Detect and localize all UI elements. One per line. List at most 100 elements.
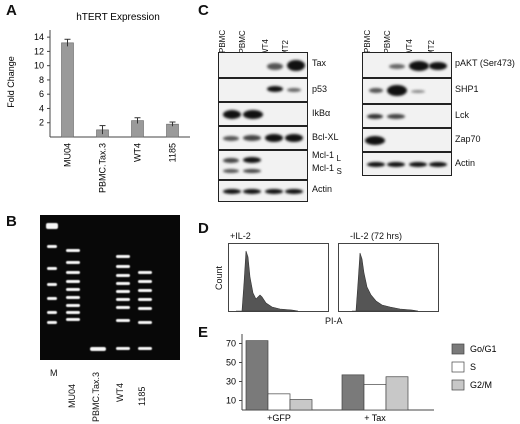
x-tick-label: MU04 [63, 143, 73, 167]
gel-band [138, 298, 152, 301]
blot-band [243, 189, 261, 194]
x-tick-label: + Tax [364, 413, 386, 423]
blot-label: Zap70 [455, 134, 481, 144]
blot-band [389, 64, 405, 69]
blot-row-actin [218, 180, 308, 202]
gel-band [47, 245, 57, 248]
blot-band [243, 135, 261, 141]
gel-band [66, 296, 80, 299]
blot-row-bclxl [218, 126, 308, 150]
gel-lane-label: M [50, 368, 58, 378]
histogram-title-left: +IL-2 [230, 231, 251, 241]
y-tick-label: 6 [39, 89, 44, 99]
blot-label: Bcl-XL [312, 132, 339, 142]
blot-label: Mcl-1 [312, 163, 334, 173]
blot-row-lck [362, 104, 452, 128]
blot-label: Mcl-1 [312, 150, 334, 160]
gel-band [47, 321, 57, 324]
y-tick-label: 4 [39, 103, 44, 113]
gel-band [66, 288, 80, 291]
blot-label: pAKT (Ser473) [455, 58, 515, 68]
legend-swatch [451, 361, 465, 373]
gel-band [116, 274, 130, 277]
blot-band [369, 88, 383, 93]
blot-band [243, 157, 261, 163]
bar [267, 393, 291, 411]
blot-label: Actin [455, 158, 476, 168]
blot-band [287, 88, 301, 92]
blot-band [285, 189, 303, 194]
blot-row-mcl1 [218, 150, 308, 180]
legend-label: S [470, 362, 476, 372]
y-tick-label: 50 [226, 358, 236, 368]
x-tick-label: PBMC.Tax.3 [98, 143, 108, 193]
y-axis-label: Fold Change [6, 56, 16, 108]
gel-band [116, 298, 130, 301]
bar [61, 42, 74, 138]
blot-band [387, 162, 405, 167]
blot-row-tax [218, 52, 308, 78]
blot-band [265, 134, 283, 142]
y-tick-label: 14 [34, 32, 44, 42]
y-tick-label: 2 [39, 118, 44, 128]
gel-band [90, 347, 106, 351]
y-tick-label: 70 [226, 339, 236, 349]
histogram-area [352, 252, 419, 312]
gel-band [47, 311, 57, 314]
gel-band [66, 249, 80, 252]
gel-band [116, 290, 130, 293]
y-tick-label: 8 [39, 75, 44, 85]
blot-band [409, 162, 427, 167]
bar [245, 340, 269, 411]
histogram-title-right: -IL-2 (72 hrs) [350, 231, 403, 241]
histogram-y-label: Count [214, 265, 224, 290]
blot-band [367, 114, 383, 119]
blot-label-sub: S [336, 166, 342, 176]
x-tick-label: 1185 [168, 143, 178, 162]
panel-letter-d: D [198, 220, 209, 237]
panel-letter-b: B [6, 213, 17, 230]
gel-lane-label: WT4 [115, 383, 125, 402]
histogram-area [236, 250, 299, 312]
gel-band [116, 265, 130, 268]
blot-row-actin-right [362, 152, 452, 176]
gel-band [138, 347, 152, 350]
blot-label-mcl1-l: Mcl-1 L [312, 150, 341, 163]
panel-e-chart: 10 30 50 70 +GFP + Tax Go/G1 S G2/M [226, 334, 497, 423]
y-tick-label: 10 [34, 61, 44, 71]
blot-band [429, 62, 447, 70]
gel-band [47, 283, 57, 286]
blot-band [223, 189, 241, 194]
panel-letter-a: A [6, 2, 17, 19]
blot-band [265, 189, 283, 194]
blot-band [223, 169, 239, 173]
legend-label: G2/M [470, 380, 492, 390]
blot-band [267, 63, 283, 70]
gel-lane-label: PBMC.Tax.3 [91, 371, 101, 422]
gel-band [66, 318, 80, 321]
blot-label: SHP1 [455, 84, 479, 94]
legend-swatch [451, 343, 465, 355]
blot-label: IkBα [312, 108, 331, 118]
gel-image [40, 215, 180, 360]
gel-band [138, 280, 152, 283]
x-tick-label: +GFP [267, 413, 291, 423]
blot-band [409, 61, 429, 71]
histogram-x-label: PI-A [325, 316, 343, 326]
blot-band [287, 60, 305, 71]
blot-label: Tax [312, 58, 327, 68]
gel-band [116, 306, 130, 309]
gel-band [66, 261, 80, 264]
bar [385, 376, 409, 411]
blot-label-sub: L [336, 153, 341, 163]
panel-letter-e: E [198, 324, 209, 341]
y-tick-label: 12 [34, 46, 44, 56]
blot-label: Lck [455, 110, 470, 120]
gel-lane-label: 1185 [137, 386, 147, 406]
panel-a-chart: hTERT Expression Fold Change 2468101214 … [6, 12, 190, 193]
bar [363, 383, 387, 411]
gel-band [66, 311, 80, 314]
histogram-frame [338, 243, 439, 312]
blot-band [365, 136, 385, 145]
x-tick-label: WT4 [133, 143, 143, 162]
